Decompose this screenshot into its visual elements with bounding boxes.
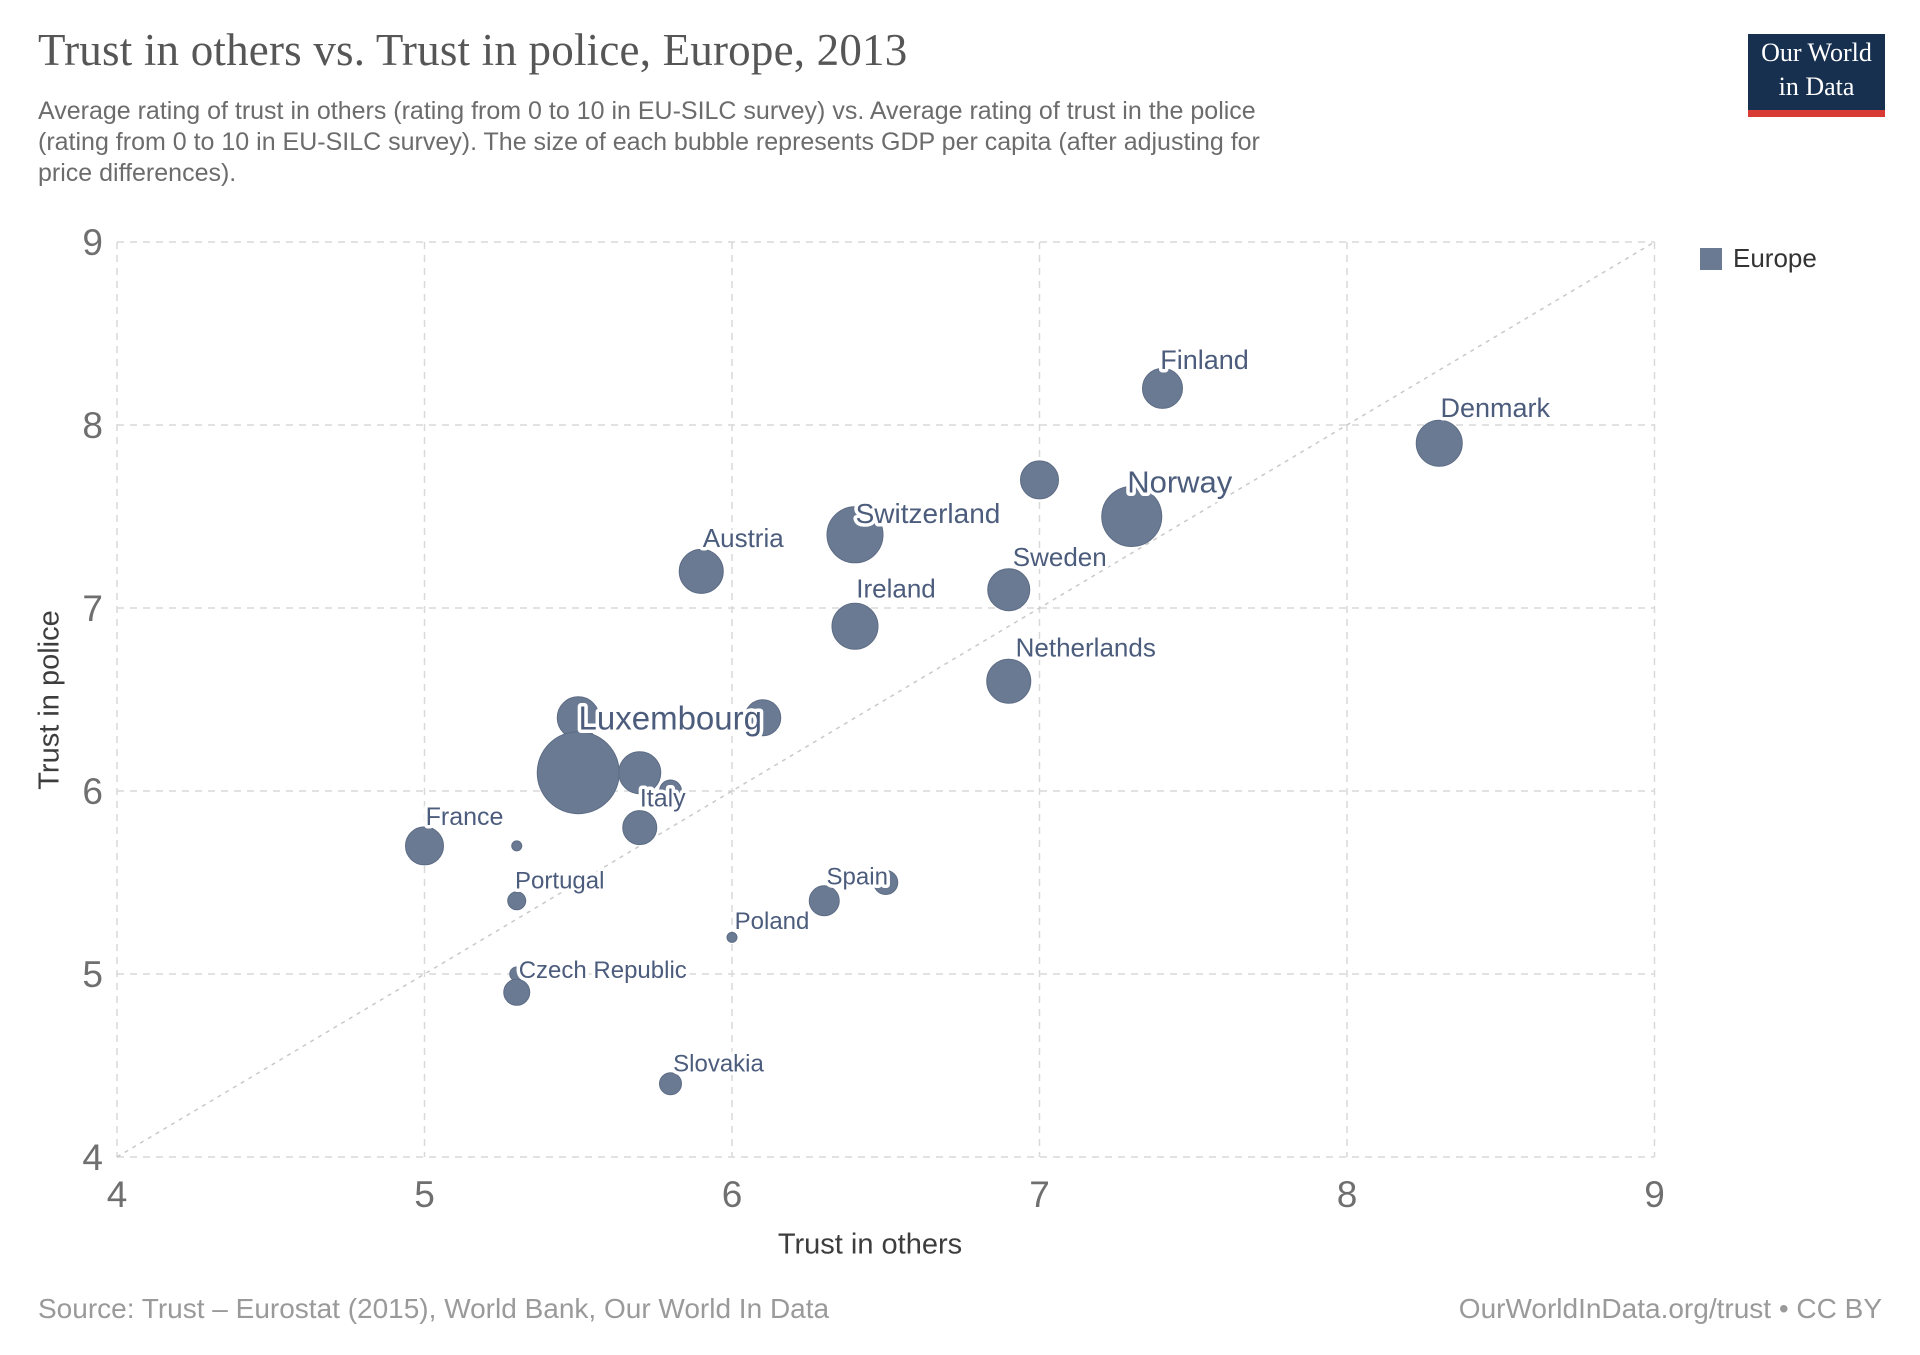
y-tick-label: 8 xyxy=(82,405,103,446)
owid-logo-line-1: Our World xyxy=(1761,38,1872,67)
chart-subtitle: Average rating of trust in others (ratin… xyxy=(38,96,1260,189)
bubble-czech-republic[interactable] xyxy=(503,978,531,1006)
footer-source: Source: Trust – Eurostat (2015), World B… xyxy=(38,1293,830,1324)
x-tick-label: 8 xyxy=(1337,1174,1358,1215)
bubble-norway[interactable] xyxy=(1101,486,1163,547)
bubble-portugal[interactable] xyxy=(507,891,527,911)
owid-logo-line-2: in Data xyxy=(1778,72,1855,101)
y-tick-label: 7 xyxy=(82,588,103,629)
country-label-poland[interactable]: Poland xyxy=(731,905,813,939)
country-label-spain[interactable]: Spain xyxy=(823,860,891,894)
country-label-portugal[interactable]: Portugal xyxy=(512,864,608,898)
x-tick-label: 4 xyxy=(107,1174,128,1215)
bubble-slovakia[interactable] xyxy=(659,1072,682,1096)
bubble-unlabeled[interactable] xyxy=(1020,460,1059,500)
country-label-ireland[interactable]: Ireland xyxy=(853,570,940,607)
y-tick-label: 6 xyxy=(82,771,103,812)
diagonal-reference-line xyxy=(116,241,1655,1158)
bubble-unlabeled[interactable] xyxy=(618,751,662,795)
country-label-denmark[interactable]: Denmark xyxy=(1437,390,1554,427)
x-tick-label: 7 xyxy=(1029,1174,1050,1215)
country-label-norway[interactable]: Norway xyxy=(1124,461,1237,503)
country-label-france[interactable]: France xyxy=(422,799,507,834)
country-label-austria[interactable]: Austria xyxy=(699,519,787,556)
bubble-netherlands[interactable] xyxy=(986,658,1032,704)
x-tick-label: 9 xyxy=(1644,1174,1665,1215)
legend[interactable]: Europe xyxy=(1700,243,1817,274)
bubble-switzerland[interactable] xyxy=(826,506,884,564)
country-label-switzerland[interactable]: Switzerland xyxy=(852,494,1004,532)
x-tick-label: 5 xyxy=(414,1174,435,1215)
x-axis-title: Trust in others xyxy=(777,1228,963,1261)
y-tick-label: 9 xyxy=(82,222,103,263)
y-tick-label: 5 xyxy=(82,954,103,995)
bubble-sweden[interactable] xyxy=(987,568,1031,612)
country-label-netherlands[interactable]: Netherlands xyxy=(1012,629,1159,666)
bubble-denmark[interactable] xyxy=(1415,419,1463,467)
y-tick-label: 4 xyxy=(82,1137,103,1178)
owid-logo[interactable]: Our World in Data xyxy=(1748,34,1885,117)
bubble-france[interactable] xyxy=(405,826,444,866)
bubble-finland[interactable] xyxy=(1142,367,1183,409)
bubble-unlabeled[interactable] xyxy=(511,840,523,852)
bubble-ireland[interactable] xyxy=(831,602,879,650)
subtitle-line-1: Average rating of trust in others (ratin… xyxy=(38,97,1256,125)
bubble-unlabeled[interactable] xyxy=(873,870,899,895)
legend-swatch-europe xyxy=(1700,247,1722,270)
footer-link[interactable]: OurWorldInData.org/trust • CC BY xyxy=(1458,1293,1882,1324)
legend-label-europe: Europe xyxy=(1733,243,1817,273)
bubble-luxembourg[interactable] xyxy=(536,731,620,815)
country-label-slovakia[interactable]: Slovakia xyxy=(670,1047,768,1081)
bubble-unlabeled[interactable] xyxy=(659,779,682,803)
country-label-finland[interactable]: Finland xyxy=(1157,342,1253,379)
bubble-italy[interactable] xyxy=(622,810,658,846)
subtitle-line-2: (rating from 0 to 10 in EU-SILC survey).… xyxy=(38,128,1260,156)
country-label-luxembourg[interactable]: Luxembourg xyxy=(575,696,765,740)
bubble-spain[interactable] xyxy=(808,885,840,917)
bubble-unlabeled[interactable] xyxy=(744,699,782,737)
country-label-czech-republic[interactable]: Czech Republic xyxy=(515,953,690,987)
page-title: Trust in others vs. Trust in police, Eur… xyxy=(38,25,908,75)
bubble-poland[interactable] xyxy=(726,931,738,943)
subtitle-line-3: price differences). xyxy=(38,159,237,187)
y-axis-title: Trust in police xyxy=(33,610,66,790)
country-label-sweden[interactable]: Sweden xyxy=(1009,539,1110,576)
x-tick-label: 6 xyxy=(722,1174,743,1215)
bubble-austria[interactable] xyxy=(678,548,724,594)
country-label-italy[interactable]: Italy xyxy=(636,781,689,816)
